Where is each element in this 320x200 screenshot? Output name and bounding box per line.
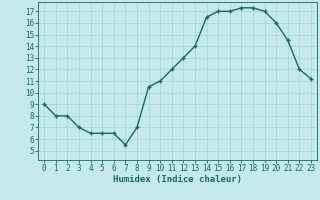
X-axis label: Humidex (Indice chaleur): Humidex (Indice chaleur) [113, 175, 242, 184]
